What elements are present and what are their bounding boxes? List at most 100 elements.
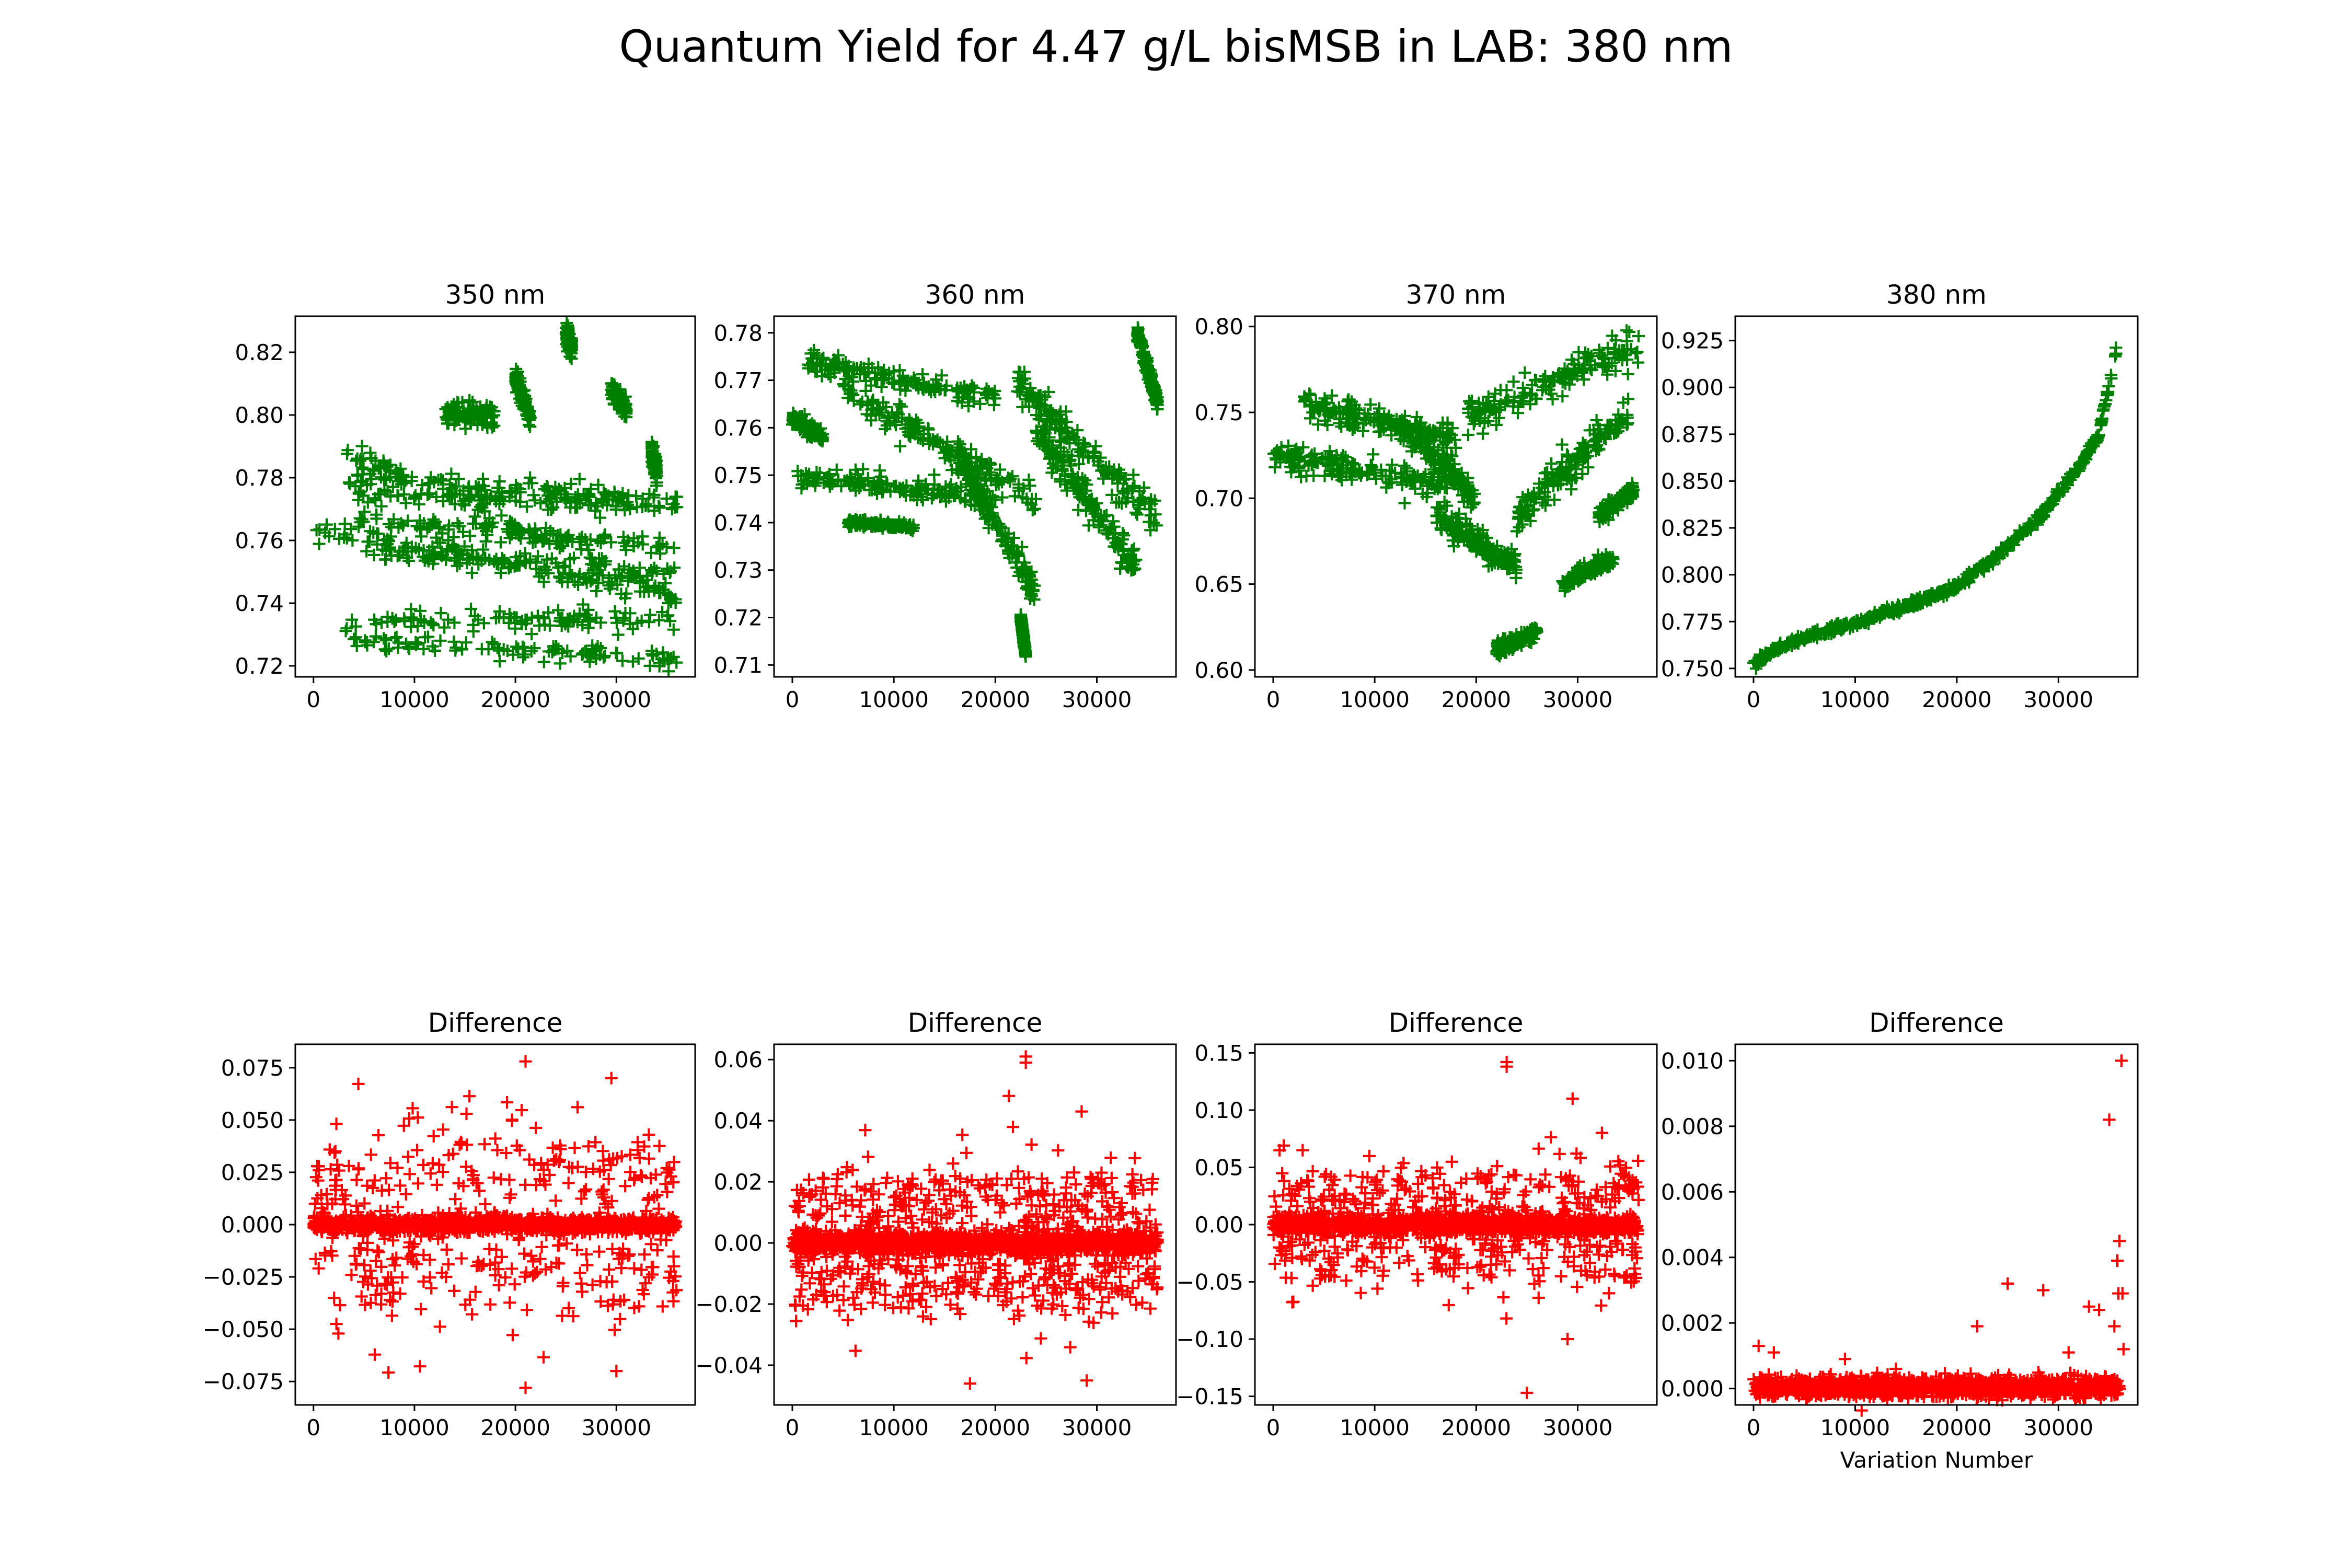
- data-point: [391, 641, 405, 654]
- x-tick-label: 30000: [1062, 687, 1132, 712]
- plot-points: [1267, 324, 1645, 663]
- data-point: [384, 458, 397, 471]
- data-point: [571, 501, 584, 514]
- y-tick-label: 0.72: [235, 653, 284, 679]
- data-point: [580, 608, 593, 621]
- data-point: [602, 571, 615, 584]
- data-point: [667, 623, 680, 636]
- data-point: [534, 497, 547, 510]
- data-point: [1631, 345, 1644, 359]
- y-tick-label: 0.65: [1194, 572, 1243, 597]
- data-point: [525, 645, 538, 658]
- data-point: [407, 613, 420, 625]
- panel-qy380: 380 nm0 10000 20000 300000.7500.7750.8000.8…: [1661, 280, 2139, 712]
- data-point: [399, 497, 412, 510]
- data-point: [592, 478, 605, 491]
- panel-qy350: 350 nm0 10000 20000 300000.720.740.760.780.…: [235, 280, 696, 712]
- data-point: [416, 479, 429, 492]
- data-point: [644, 608, 656, 621]
- data-point: [509, 622, 522, 635]
- data-point: [1507, 375, 1520, 388]
- data-point: [328, 523, 341, 536]
- data-point: [612, 628, 625, 641]
- data-point: [597, 651, 610, 664]
- data-point: [338, 528, 351, 541]
- x-tick-label: 0: [306, 687, 320, 712]
- data-point: [398, 615, 411, 628]
- data-point: [351, 468, 364, 481]
- data-point: [449, 480, 463, 493]
- data-point: [375, 616, 388, 629]
- data-point: [509, 486, 522, 499]
- data-point: [974, 397, 987, 410]
- data-point: [608, 605, 621, 618]
- data-point: [528, 494, 541, 507]
- data-point: [434, 607, 447, 620]
- data-point: [670, 656, 683, 669]
- y-tick-label: 0.75: [713, 463, 763, 488]
- data-point: [369, 630, 382, 643]
- plot-points: [310, 317, 684, 678]
- data-point: [1539, 499, 1552, 512]
- data-point: [465, 603, 477, 615]
- data-point: [537, 655, 550, 668]
- data-point: [583, 655, 596, 668]
- panel-title: 380 nm: [1886, 280, 1987, 310]
- data-point: [552, 604, 564, 617]
- data-point: [380, 644, 393, 658]
- data-point: [351, 452, 364, 465]
- data-point: [486, 636, 499, 649]
- x-tick-label: 20000: [1442, 687, 1512, 712]
- data-point: [493, 655, 506, 668]
- data-point: [310, 524, 323, 537]
- data-point: [554, 657, 567, 670]
- data-point: [349, 631, 362, 644]
- data-point: [1620, 324, 1633, 337]
- data-point: [313, 537, 326, 550]
- data-point: [564, 650, 577, 663]
- data-point: [1461, 429, 1474, 441]
- data-point: [540, 495, 553, 508]
- x-tick-label: 30000: [582, 687, 652, 712]
- y-tick-label: 0.76: [235, 528, 284, 554]
- data-point: [619, 592, 631, 605]
- data-point: [1621, 367, 1634, 381]
- y-tick-label: 0.76: [713, 415, 763, 441]
- data-point: [652, 614, 665, 627]
- data-point: [591, 500, 604, 513]
- data-point: [524, 471, 537, 484]
- y-tick-label: 0.71: [713, 652, 763, 678]
- data-point: [443, 478, 456, 491]
- y-tick-label: 0.70: [1194, 486, 1243, 511]
- data-point: [345, 613, 359, 626]
- data-point: [632, 652, 645, 665]
- data-point: [355, 440, 368, 453]
- data-point: [424, 616, 437, 629]
- data-point: [432, 474, 445, 487]
- figure-title: Quantum Yield for 4.47 g/L bisMSB in LAB…: [619, 21, 1733, 72]
- x-tick-label: 20000: [961, 687, 1031, 712]
- data-point: [422, 630, 434, 643]
- data-point: [322, 530, 336, 543]
- data-point: [928, 468, 941, 481]
- panel-title: 360 nm: [925, 280, 1025, 310]
- data-point: [451, 517, 464, 530]
- data-point: [341, 447, 354, 460]
- data-point: [528, 642, 541, 655]
- data-point: [493, 644, 506, 657]
- data-point: [525, 477, 538, 490]
- data-point: [1548, 493, 1561, 506]
- data-point: [665, 592, 678, 605]
- data-point: [361, 479, 373, 492]
- x-tick-label: 30000: [1543, 687, 1613, 712]
- x-tick-label: 10000: [859, 687, 929, 712]
- data-point: [437, 494, 450, 508]
- data-point: [445, 467, 458, 480]
- data-point: [1386, 458, 1399, 471]
- data-point: [619, 607, 632, 620]
- data-point: [349, 620, 362, 633]
- data-point: [547, 640, 560, 653]
- data-point: [515, 617, 528, 630]
- data-point: [367, 464, 381, 477]
